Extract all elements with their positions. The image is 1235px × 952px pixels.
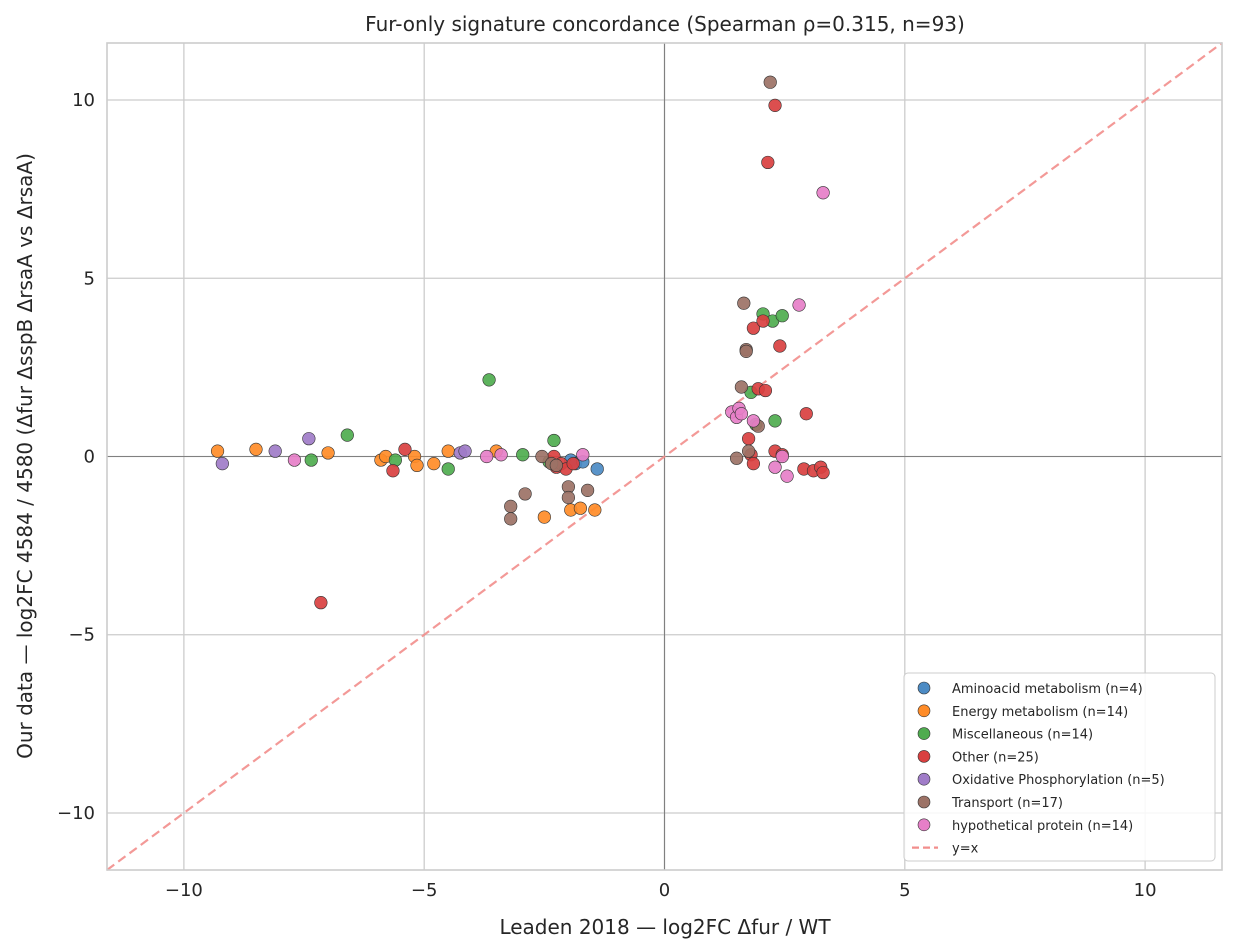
point-series-1-6 (410, 458, 424, 473)
legend-label-2: Miscellaneous (n=14) (952, 728, 1093, 743)
point-series-4-1 (268, 444, 282, 458)
legend-marker-1 (917, 704, 931, 718)
point-series-2-3 (441, 462, 455, 476)
point-series-5-11 (737, 296, 751, 310)
point-series-2-7 (547, 433, 561, 448)
point-series-3-7 (566, 457, 580, 471)
point-series-1-13 (588, 503, 602, 517)
legend-marker-0 (917, 681, 931, 695)
point-series-2-0 (304, 453, 318, 467)
point-series-5-8 (581, 483, 595, 497)
point-series-3-13 (756, 314, 770, 328)
point-series-2-4 (482, 373, 496, 387)
point-series-3-11 (746, 457, 761, 471)
point-series-3-15 (761, 155, 775, 170)
point-series-6-9 (768, 460, 782, 474)
point-series-3-1 (398, 442, 412, 456)
point-series-1-0 (210, 444, 225, 458)
point-series-6-8 (746, 414, 761, 428)
point-series-6-12 (792, 298, 806, 312)
legend-label-6: hypothetical protein (n=14) (952, 819, 1133, 834)
point-series-5-1 (504, 512, 518, 526)
point-series-5-3 (535, 449, 549, 464)
point-series-5-14 (742, 444, 756, 458)
point-series-3-8 (742, 432, 756, 446)
y-tick-label-4: 10 (72, 90, 95, 111)
legend-marker-3 (917, 750, 931, 763)
reference-line-y-equals-x (106, 42, 1223, 871)
y-axis-label: Our data — log2FC 4584 / 4580 (Δfur Δssp… (13, 153, 37, 759)
point-series-5-7 (561, 490, 575, 505)
point-series-6-1 (480, 449, 494, 464)
point-series-5-13 (739, 344, 753, 358)
legend-label-reference: y=x (952, 842, 979, 857)
legend-label-5: Transport (n=17) (951, 796, 1063, 811)
point-series-6-3 (576, 448, 590, 462)
x-axis-ticks: −10 −5 0 5 10 (165, 880, 1157, 901)
x-tick-label-4: 10 (1134, 880, 1157, 901)
legend-marker-6 (917, 818, 931, 832)
point-series-1-2 (321, 446, 335, 460)
point-series-6-10 (775, 449, 789, 464)
legend-box (903, 672, 1216, 862)
point-series-6-2 (494, 448, 508, 462)
x-tick-label-1: −5 (411, 880, 438, 901)
y-tick-label-1: −5 (68, 625, 95, 646)
point-series-1-10 (537, 510, 551, 524)
point-series-5-5 (549, 458, 563, 473)
legend-label-3: Other (n=25) (952, 750, 1039, 765)
plot-frame (106, 42, 1223, 871)
point-series-2-5 (516, 448, 530, 462)
point-series-6-13 (816, 186, 830, 200)
point-series-5-9 (729, 451, 744, 465)
point-series-3-10 (746, 321, 761, 335)
legend-marker-2 (917, 727, 931, 740)
legend-label-4: Oxidative Phosphorylation (n=5) (952, 773, 1165, 788)
point-series-1-8 (441, 444, 455, 458)
point-series-4-4 (458, 444, 472, 458)
legend-label-0: Aminoacid metabolism (n=4) (952, 682, 1143, 697)
data-points (210, 75, 830, 610)
point-series-3-20 (799, 407, 813, 421)
legend: Aminoacid metabolism (n=4) Energy metabol… (903, 672, 1216, 862)
point-series-5-16 (763, 75, 777, 89)
point-series-6-7 (734, 407, 748, 421)
point-series-3-16 (768, 98, 782, 112)
point-series-5-2 (518, 487, 532, 501)
point-series-1-7 (427, 457, 441, 471)
legend-marker-4 (917, 772, 931, 786)
point-series-3-24 (816, 465, 830, 480)
point-series-3-14 (758, 383, 773, 398)
point-series-3-18 (773, 339, 787, 353)
legend-marker-5 (917, 795, 931, 809)
legend-label-1: Energy metabolism (n=14) (952, 705, 1128, 720)
point-series-2-13 (775, 309, 789, 323)
point-series-3-2 (386, 464, 400, 478)
x-tick-label-2: 0 (659, 880, 670, 901)
y-axis-ticks: −10 −5 0 5 10 (57, 90, 95, 824)
chart-title: Fur-only signature concordance (Spearman… (365, 12, 965, 36)
y-tick-label-3: 5 (84, 268, 95, 289)
point-series-0-3 (590, 462, 604, 476)
x-tick-label-0: −10 (165, 880, 203, 901)
point-series-5-10 (734, 380, 748, 394)
point-series-1-1 (249, 442, 263, 456)
point-series-6-0 (287, 453, 302, 467)
point-series-2-1 (340, 428, 354, 442)
y-tick-label-0: −10 (57, 803, 95, 824)
y-tick-label-2: 0 (84, 447, 95, 468)
point-series-5-0 (504, 499, 518, 514)
point-series-4-0 (215, 457, 229, 471)
x-tick-label-3: 5 (899, 880, 910, 901)
point-series-6-11 (780, 469, 794, 483)
point-series-1-12 (573, 501, 587, 515)
point-series-4-2 (302, 432, 316, 446)
point-series-3-0 (314, 596, 328, 610)
point-series-2-12 (768, 414, 782, 428)
x-axis-label: Leaden 2018 — log2FC Δfur / WT (499, 915, 831, 939)
